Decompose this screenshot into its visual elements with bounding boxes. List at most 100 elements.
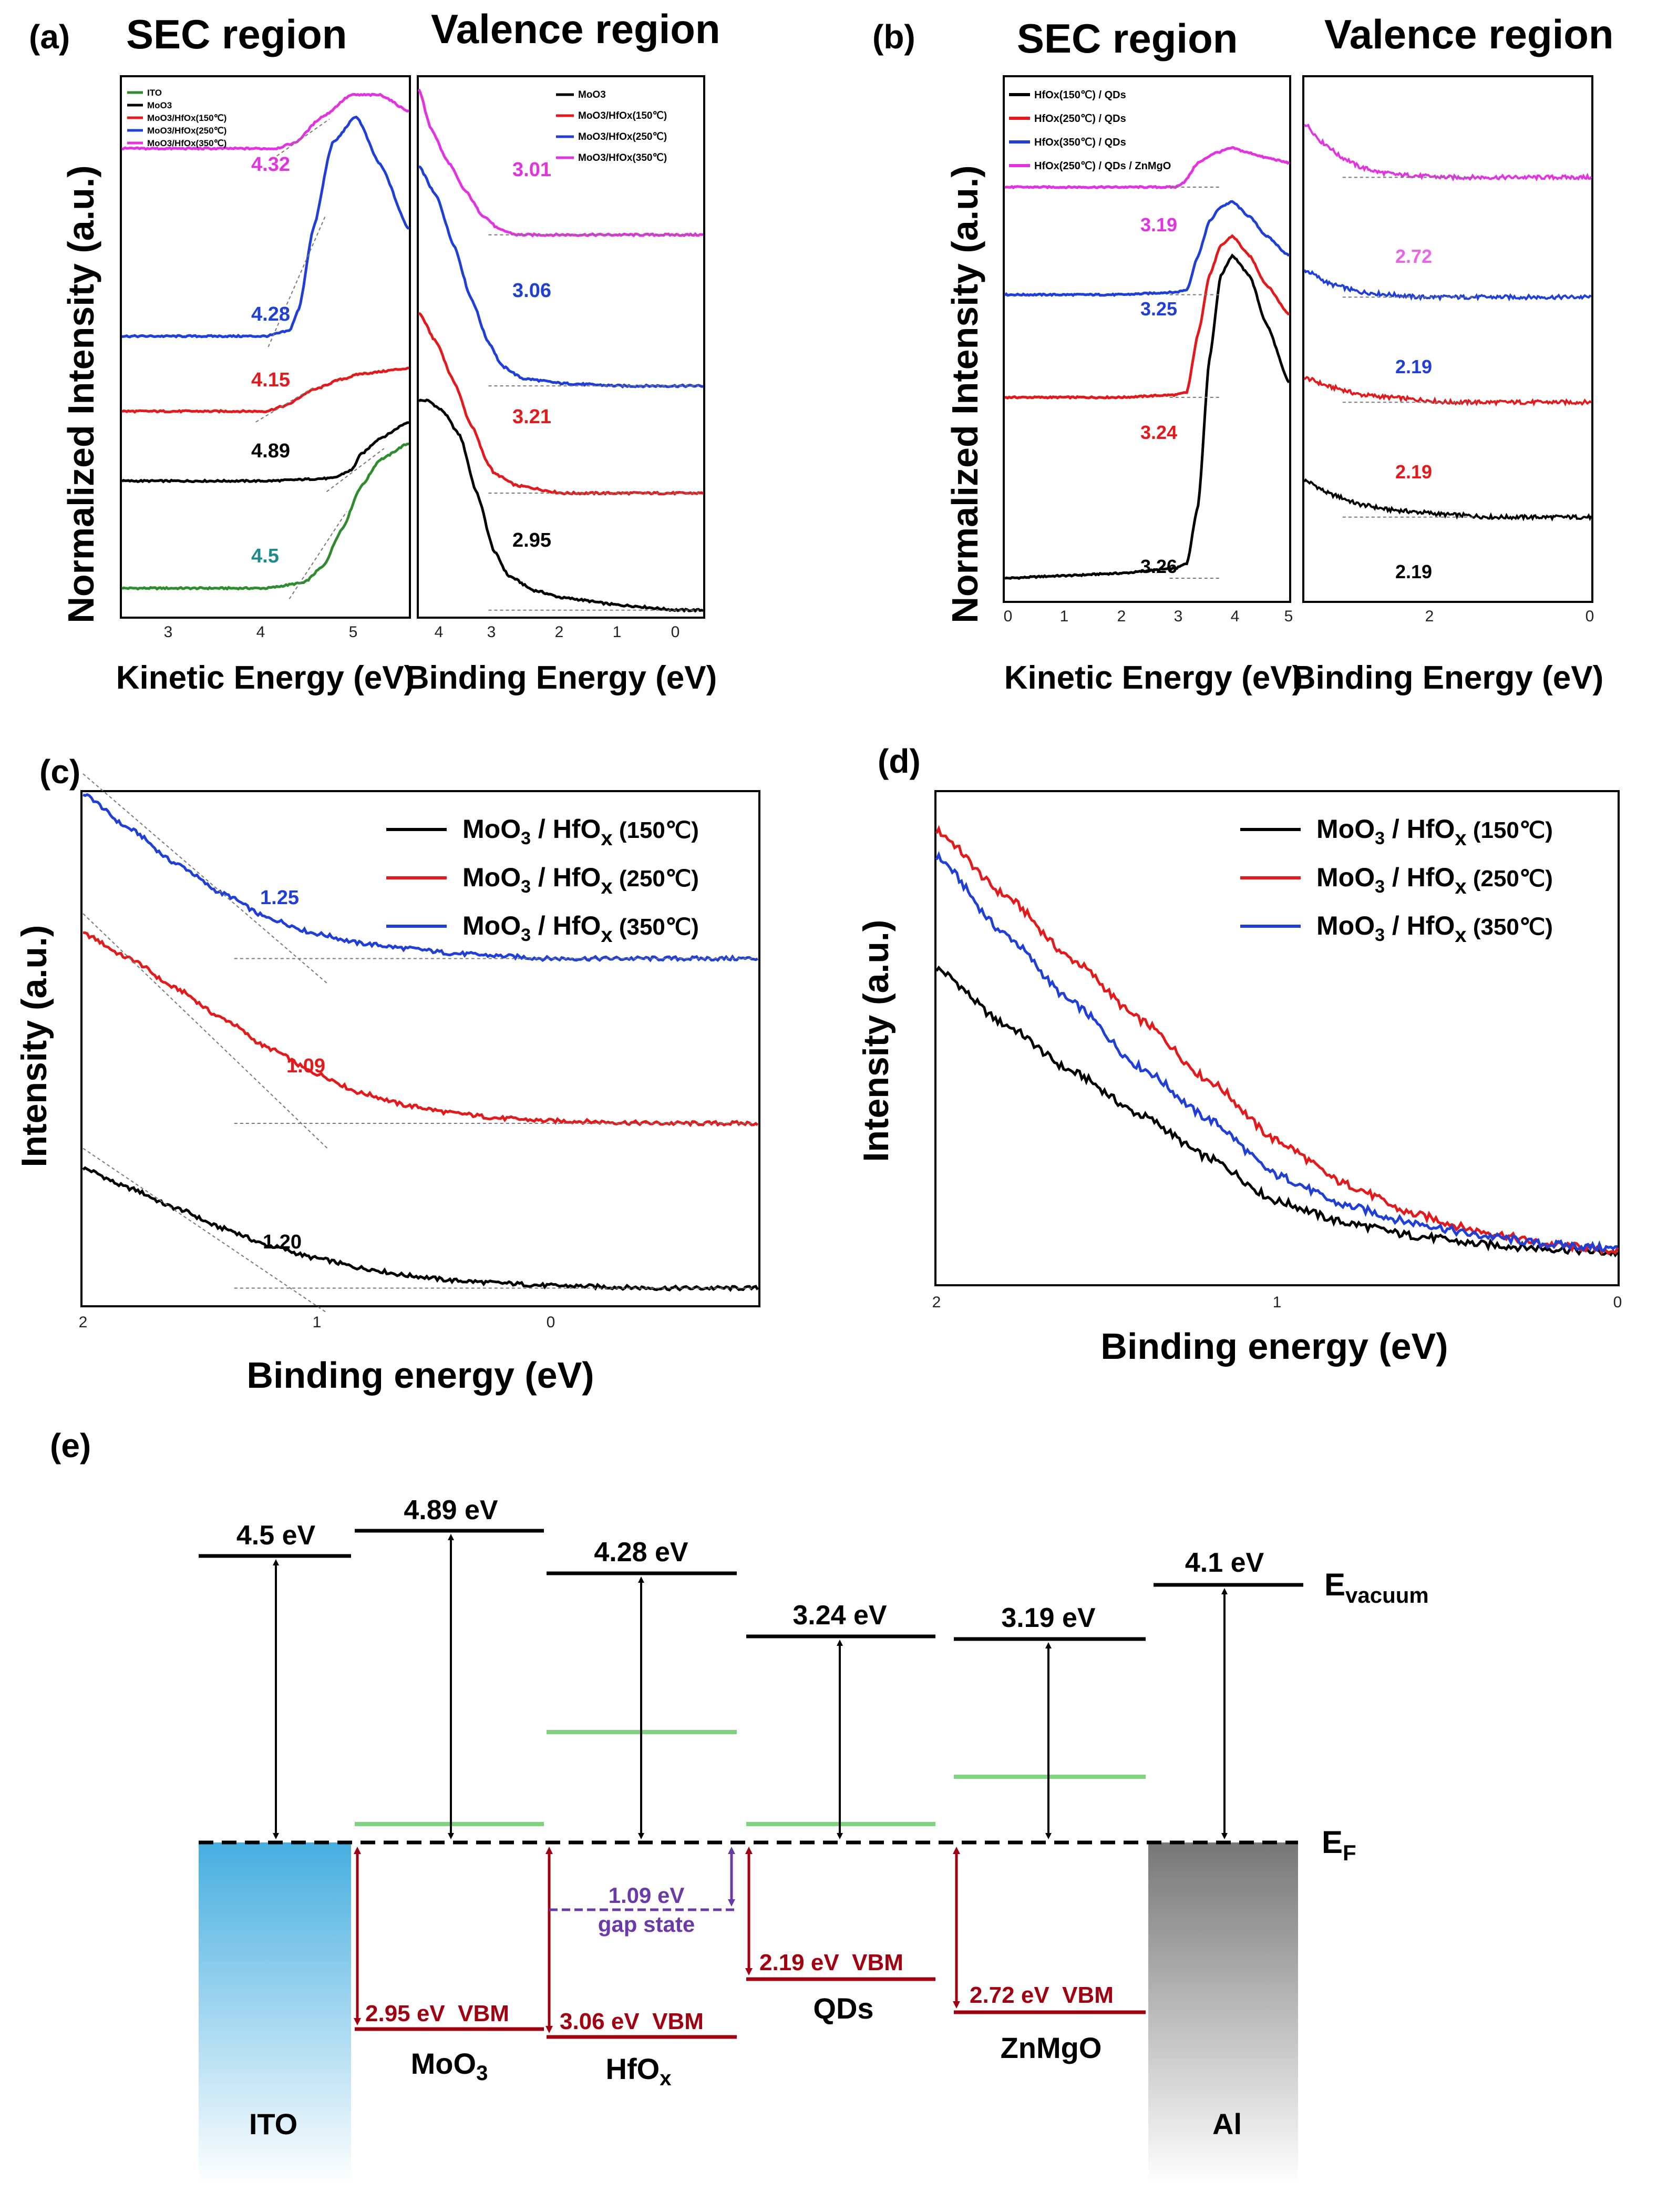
- legend-entry: MoO3: [127, 100, 172, 110]
- panel-b-sec-plot: [1004, 146, 1290, 580]
- layer-name-moo3: MoO3: [411, 2047, 488, 2085]
- annotation-label: 3.25: [1140, 298, 1177, 320]
- legend-entry: MoO3/HfOx(250℃): [556, 131, 667, 142]
- series-line: [1004, 200, 1290, 298]
- legend-label: MoO3 / HfOx (150℃): [1316, 814, 1553, 850]
- tick-label: 3: [164, 623, 173, 641]
- panel-e: (e) 4.5 eV 4.89 eV 4.28 eV 3.24 eV 3.19 …: [50, 1427, 1429, 2184]
- series-line: [121, 421, 409, 484]
- panel-d-xlabel: Binding energy (eV): [1100, 1326, 1448, 1367]
- panel-d-label: (d): [878, 742, 921, 780]
- panel-d-legend: MoO3 / HfOx (150℃) MoO3 / HfOx (250℃) Mo…: [1240, 814, 1553, 947]
- panel-a-val-xlabel: Binding Energy (eV): [406, 660, 717, 696]
- vbm-label: 2.95 eV VBM: [365, 2001, 509, 2026]
- tangent-dashed: [83, 1148, 328, 1314]
- annotation-label: 1.20: [263, 1231, 302, 1253]
- series-line: [122, 115, 410, 339]
- annotation-label: 3.24: [1140, 422, 1177, 443]
- legend-entry: ITO: [127, 88, 162, 98]
- al-block: [1148, 1842, 1298, 2184]
- panel-c-label: (c): [39, 753, 80, 791]
- annotation-label: 2.19: [1395, 356, 1432, 377]
- series-line: [1303, 478, 1592, 522]
- panel-b-val-header: Valence region: [1324, 11, 1614, 57]
- panel-a-sec-xticks: 3 4 5: [164, 623, 358, 641]
- panel-a-val-plot: [417, 88, 704, 613]
- annotation-label: 2.19: [1395, 561, 1432, 582]
- annotation-label: 2.95: [512, 529, 551, 551]
- legend-entry: MoO3 / HfOx (250℃): [386, 863, 699, 898]
- series-line: [418, 398, 704, 613]
- legend-entry: MoO3/HfOx(150℃): [127, 113, 227, 123]
- series-line: [121, 442, 409, 591]
- annotation-label: 1.25: [260, 887, 299, 909]
- legend-label: MoO3/HfOx(250℃): [578, 131, 667, 142]
- panel-a: (a) SEC region Valence region Normalized…: [29, 6, 720, 696]
- panel-d-xticks: 2 1 0: [932, 1294, 1622, 1311]
- tick-label: 4: [256, 623, 265, 641]
- series-line: [83, 931, 759, 1128]
- legend-entry: MoO3 / HfOx (350℃): [386, 911, 699, 947]
- vacuum-value: 4.5 eV: [236, 1520, 316, 1551]
- panel-a-sec-header: SEC region: [126, 11, 347, 57]
- tick-label: 1: [613, 623, 622, 641]
- legend-entry: MoO3 / HfOx (250℃): [1240, 863, 1553, 898]
- tick-label: 1: [313, 1314, 322, 1331]
- legend-entry: MoO3 / HfOx (150℃): [1240, 814, 1553, 850]
- legend-entry: HfOx(150℃) / QDs: [1009, 89, 1126, 101]
- series-line: [1303, 269, 1592, 302]
- legend-entry: MoO3/HfOx(150℃): [556, 110, 667, 121]
- vbm-label: 2.19 eV VBM: [759, 1950, 903, 1975]
- annotation-label: 3.01: [512, 159, 551, 181]
- tick-label: 5: [1284, 608, 1293, 625]
- legend-entry: MoO3 / HfOx (350℃): [1240, 911, 1553, 947]
- series-line: [1004, 146, 1290, 190]
- layer-name-ito: ITO: [249, 2107, 297, 2141]
- legend-label: HfOx(350℃) / QDs: [1034, 137, 1126, 148]
- tick-label: 1: [1273, 1294, 1282, 1311]
- gap-state-label: gap state: [598, 1912, 695, 1937]
- panel-c-xticks: 2 1 0: [79, 1314, 555, 1331]
- panel-b-val-frame: [1302, 75, 1593, 603]
- panel-a-sec-legend: ITO MoO3 MoO3/HfOx(150℃) MoO3/HfOx(250℃)…: [127, 88, 227, 148]
- legend-entry: HfOx(250℃) / QDs / ZnMgO: [1009, 160, 1171, 172]
- vacuum-value: 4.28 eV: [594, 1537, 688, 1568]
- tick-label: 0: [1586, 608, 1594, 625]
- tick-label: 0: [1004, 608, 1013, 625]
- legend-label: HfOx(150℃) / QDs: [1034, 89, 1126, 101]
- legend-label: MoO3 / HfOx (250℃): [1316, 863, 1553, 898]
- legend-label: MoO3: [578, 89, 606, 100]
- panel-b-sec-frame: [1003, 75, 1291, 603]
- panel-a-val-xticks: 4 3 2 1 0: [435, 623, 680, 641]
- panel-c-xlabel: Binding energy (eV): [246, 1355, 594, 1396]
- tick-label: 1: [1060, 608, 1069, 625]
- legend-entry: MoO3/HfOx(250℃): [127, 126, 227, 136]
- panel-e-label: (e): [50, 1427, 91, 1465]
- annotation-label: 4.15: [251, 369, 290, 391]
- gap-state-value: 1.09 eV: [609, 1883, 685, 1908]
- legend-label: MoO3/HfOx(150℃): [578, 110, 667, 121]
- annotation-label: 3.06: [512, 280, 551, 302]
- legend-label: ITO: [147, 88, 162, 98]
- tick-label: 2: [1425, 608, 1434, 625]
- legend-label: MoO3/HfOx(350℃): [147, 138, 227, 148]
- tangent-dashed: [289, 511, 347, 599]
- legend-entry: MoO3/HfOx(350℃): [556, 152, 667, 163]
- panel-c-frame: [80, 790, 760, 1307]
- series-line: [935, 965, 1619, 1258]
- panel-a-sec-plot: [121, 93, 410, 599]
- legend-entry: HfOx(250℃) / QDs: [1009, 113, 1126, 125]
- legend-label: MoO3 / HfOx (350℃): [462, 911, 699, 947]
- tangent-dashed: [83, 773, 328, 984]
- legend-entry: HfOx(350℃) / QDs: [1009, 137, 1126, 148]
- panel-a-label: (a): [29, 18, 70, 56]
- ito-block: [199, 1842, 351, 2184]
- panel-c: (c) Intensity (a.u.) MoO3 / HfOx (150℃) …: [14, 753, 760, 1396]
- panel-b-label: (b): [872, 18, 915, 56]
- layer-name-al: Al: [1212, 2107, 1242, 2141]
- layer-name-znmgo: ZnMgO: [1001, 2031, 1102, 2064]
- vacuum-value: 3.24 eV: [792, 1600, 887, 1631]
- vacuum-value: 3.19 eV: [1001, 1603, 1096, 1633]
- annotation-label: 4.5: [251, 545, 279, 567]
